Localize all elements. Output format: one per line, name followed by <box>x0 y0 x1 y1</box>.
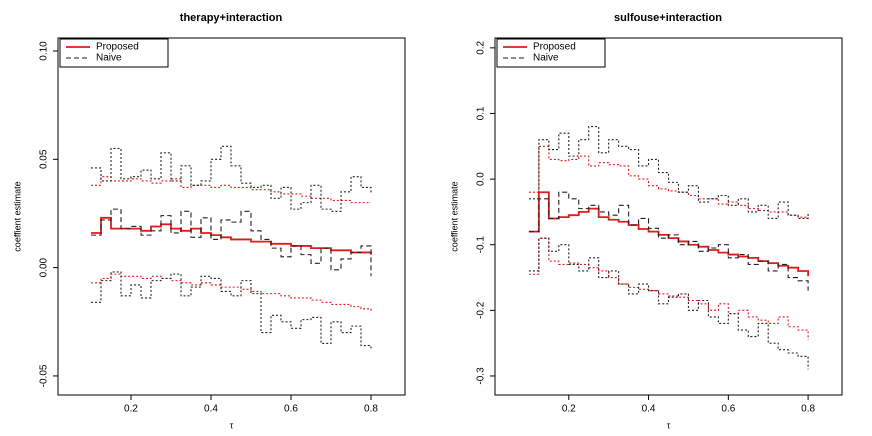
bound-line <box>91 271 372 350</box>
bound-line <box>91 145 372 212</box>
legend-label: Proposed <box>96 42 139 53</box>
chart-title: therapy+interaction <box>180 12 283 24</box>
y-tick-label: -0.1 <box>476 236 487 254</box>
bound-line <box>91 273 372 311</box>
x-tick-label: 0.8 <box>364 404 378 415</box>
x-axis-label: τ <box>230 420 234 430</box>
x-tick-label: 0.8 <box>801 404 815 415</box>
y-axis-label: coeffient estimate <box>449 181 459 251</box>
bound-line <box>528 126 809 220</box>
legend-label: Naive <box>533 53 559 64</box>
y-axis-label: coeffient estimate <box>12 181 22 251</box>
legend-label: Proposed <box>533 42 576 53</box>
y-tick-label: -0.3 <box>476 367 487 385</box>
y-tick-label: 0.1 <box>476 106 487 120</box>
y-tick-label: 0.2 <box>476 40 487 54</box>
estimate-line <box>528 191 809 277</box>
legend-box <box>59 38 169 68</box>
bound-line <box>91 176 371 204</box>
x-tick-label: 0.4 <box>204 404 218 415</box>
x-tick-label: 0.6 <box>721 404 735 415</box>
x-axis-label: τ <box>667 420 671 430</box>
estimate-line <box>528 191 809 291</box>
bound-line <box>528 237 809 370</box>
y-tick-label: -0.2 <box>476 301 487 319</box>
y-tick-label: 0.10 <box>39 41 50 61</box>
estimate-line <box>91 208 372 277</box>
legend-box <box>496 38 606 68</box>
y-tick-label: 0.00 <box>39 257 50 277</box>
y-tick-label: -0.05 <box>39 364 50 387</box>
y-tick-label: 0.05 <box>39 149 50 169</box>
x-tick-label: 0.2 <box>562 404 576 415</box>
chart-title: sulfouse+interaction <box>614 12 722 24</box>
estimate-line <box>91 216 372 255</box>
plot-frame <box>494 37 843 396</box>
x-tick-label: 0.6 <box>284 404 298 415</box>
bound-line <box>528 237 809 340</box>
x-tick-label: 0.2 <box>124 404 138 415</box>
x-tick-label: 0.4 <box>642 404 656 415</box>
plot-frame <box>57 37 406 396</box>
panel: sulfouse+interaction 0.2 0.1 0.0 -0.1 -0.2 -0.… <box>449 12 843 430</box>
legend-label: Naive <box>96 53 122 64</box>
y-tick-label: 0.0 <box>476 172 487 186</box>
panel: therapy+interaction 0.10 0.05 0.00 -0.05 0.2 0… <box>12 12 406 430</box>
